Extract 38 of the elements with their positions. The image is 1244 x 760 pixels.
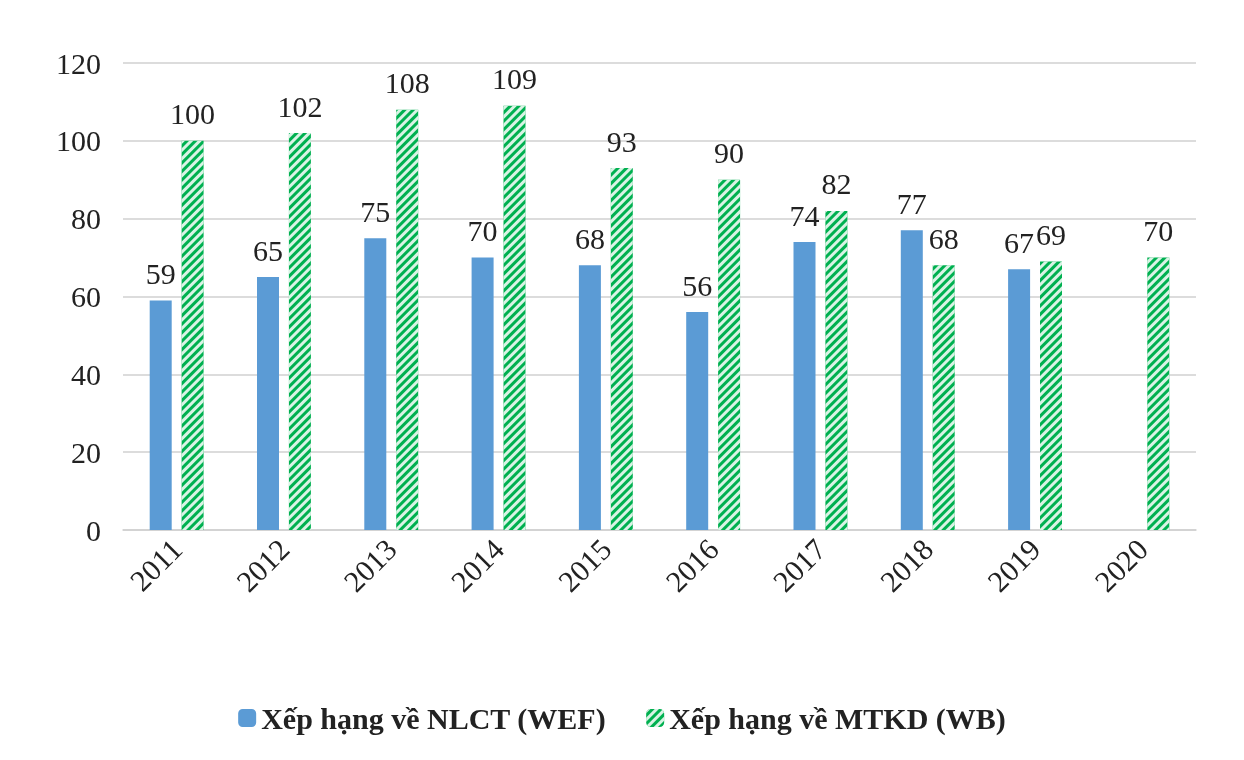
data-label: 93 — [606, 124, 637, 158]
data-label: 100 — [170, 97, 216, 131]
bar — [900, 230, 923, 530]
data-label: 70 — [467, 214, 498, 248]
bar — [471, 257, 494, 530]
data-label: 68 — [928, 221, 959, 255]
data-label: 75 — [360, 194, 391, 228]
data-label: 74 — [789, 198, 820, 232]
bar — [364, 238, 387, 530]
legend-label: Xếp hạng về MTKD (WB) — [669, 701, 1006, 736]
data-label: 82 — [821, 167, 852, 201]
y-tick-label: 60 — [71, 280, 101, 313]
data-label: 68 — [574, 221, 605, 255]
data-label: 56 — [682, 268, 713, 302]
y-tick-label: 100 — [56, 124, 101, 158]
y-tick-label: 0 — [86, 513, 101, 547]
bar — [686, 312, 709, 530]
y-tick-label: 120 — [56, 46, 101, 80]
data-label: 69 — [1036, 217, 1066, 251]
bar — [793, 242, 816, 530]
data-label: 77 — [896, 186, 927, 220]
x-tick-label: 2011 — [123, 532, 189, 598]
data-label: 109 — [492, 62, 537, 96]
data-label: 65 — [253, 233, 283, 267]
bar — [257, 277, 279, 530]
bar — [1008, 269, 1031, 530]
data-label: 67 — [1004, 225, 1035, 259]
bar — [149, 300, 172, 530]
data-label: 90 — [714, 136, 745, 170]
y-tick-label: 80 — [71, 202, 101, 236]
y-tick-label: 40 — [71, 357, 101, 391]
data-label: 70 — [1143, 214, 1174, 248]
bar — [578, 265, 601, 530]
y-tick-label: 20 — [71, 435, 101, 469]
data-label: 59 — [145, 256, 176, 290]
data-label: 102 — [277, 89, 323, 123]
legend-label: Xếp hạng về NLCT (WEF) — [261, 701, 606, 736]
data-label: 108 — [384, 66, 430, 100]
